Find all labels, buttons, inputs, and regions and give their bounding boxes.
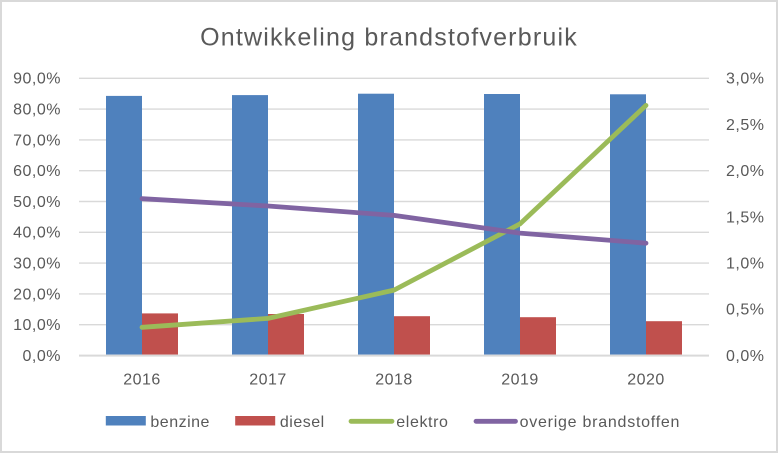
svg-text:1,0%: 1,0% <box>726 256 764 273</box>
svg-text:Ontwikkeling brandstofverbruik: Ontwikkeling brandstofverbruik <box>200 24 578 52</box>
svg-text:10,0%: 10,0% <box>13 317 61 334</box>
svg-text:0,0%: 0,0% <box>726 348 764 365</box>
svg-text:70,0%: 70,0% <box>13 132 61 149</box>
svg-text:50,0%: 50,0% <box>13 194 61 211</box>
svg-text:0,5%: 0,5% <box>726 302 764 319</box>
svg-text:2020: 2020 <box>627 371 665 388</box>
svg-text:2019: 2019 <box>501 371 539 388</box>
svg-text:80,0%: 80,0% <box>13 102 61 119</box>
svg-text:0,0%: 0,0% <box>23 348 61 365</box>
svg-text:diesel: diesel <box>280 414 325 431</box>
svg-text:elektro: elektro <box>396 414 448 431</box>
svg-text:30,0%: 30,0% <box>13 256 61 273</box>
svg-text:2018: 2018 <box>375 371 413 388</box>
svg-text:20,0%: 20,0% <box>13 286 61 303</box>
svg-text:1,5%: 1,5% <box>726 209 764 226</box>
svg-text:2016: 2016 <box>123 371 161 388</box>
svg-text:3,0%: 3,0% <box>726 71 764 88</box>
svg-text:2,0%: 2,0% <box>726 163 764 180</box>
svg-text:benzine: benzine <box>150 414 210 431</box>
svg-text:90,0%: 90,0% <box>13 71 61 88</box>
svg-text:overige brandstoffen: overige brandstoffen <box>520 414 681 431</box>
svg-text:40,0%: 40,0% <box>13 225 61 242</box>
svg-text:2017: 2017 <box>249 371 287 388</box>
svg-text:2,5%: 2,5% <box>726 117 764 134</box>
svg-text:60,0%: 60,0% <box>13 163 61 180</box>
